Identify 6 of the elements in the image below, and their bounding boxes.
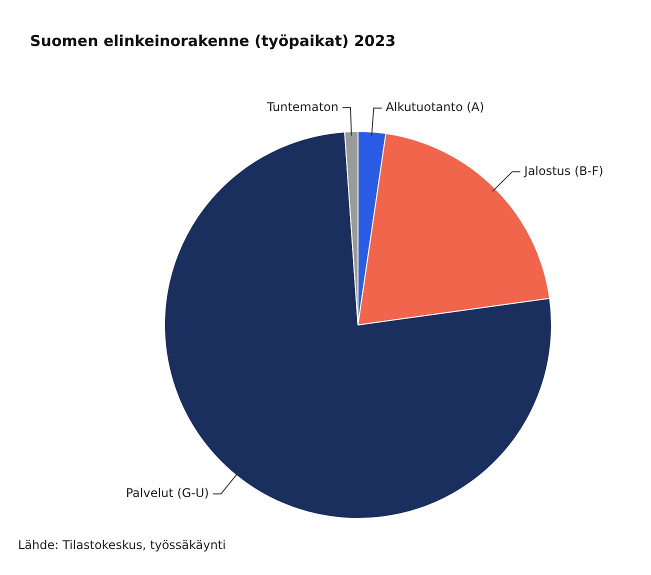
slice-label: Alkutuotanto (A): [386, 100, 484, 114]
slice-label: Jalostus (B-F): [523, 164, 604, 178]
slice-label: Tuntematon: [266, 100, 338, 114]
chart-title: Suomen elinkeinorakenne (työpaikat) 2023: [30, 32, 396, 50]
text: Lähde: Tilastokeskus, työssäkäynti: [18, 538, 226, 552]
slice-label: Palvelut (G-U): [126, 486, 209, 500]
